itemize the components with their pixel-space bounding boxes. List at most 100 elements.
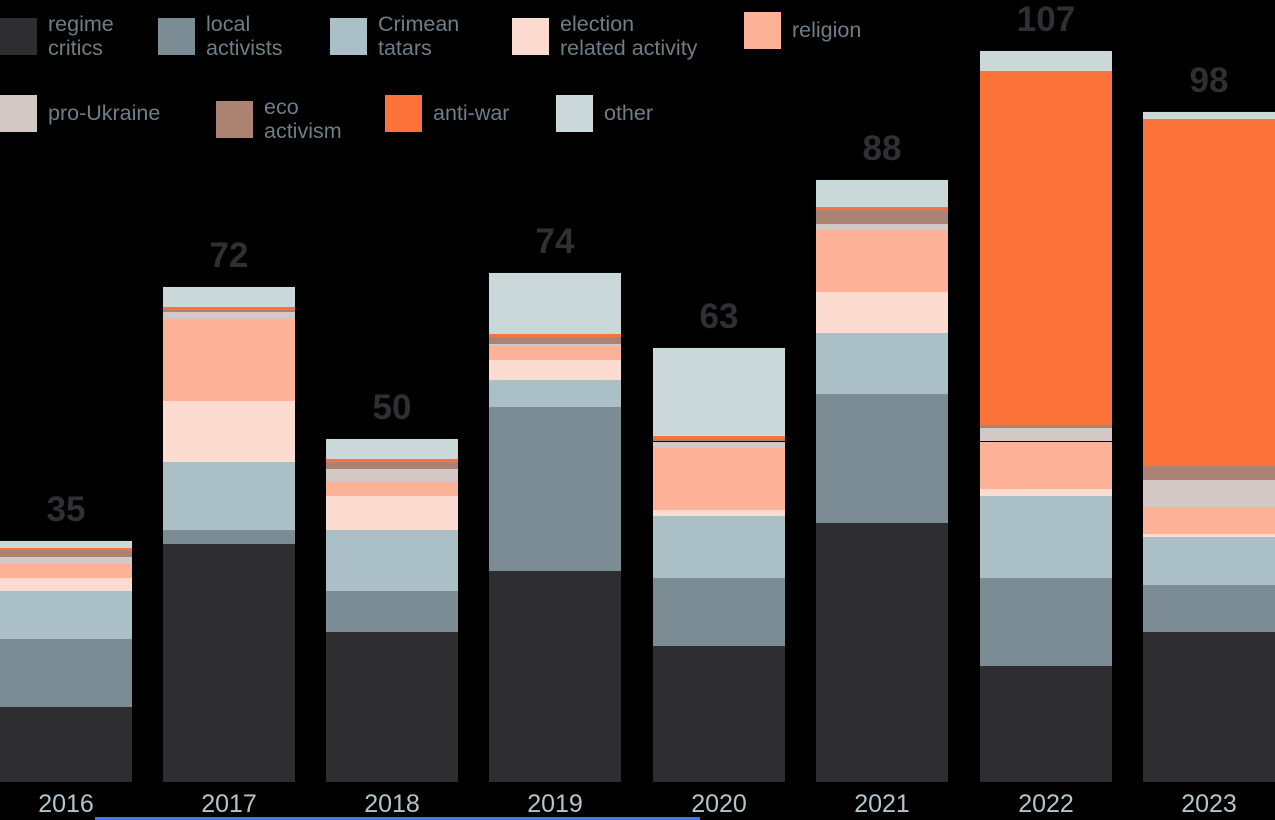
total-label-2022: 107 <box>1016 0 1076 39</box>
segment-2016-anti-war <box>0 547 132 551</box>
segment-2017-eco-activism <box>163 309 295 313</box>
legend-swatch-anti-war <box>385 95 422 132</box>
segment-2016-pro-ukraine <box>0 557 132 565</box>
segment-2016-eco-activism <box>0 550 132 558</box>
segment-2023-local-activists <box>1143 584 1275 633</box>
legend-item-pro-ukraine: pro-Ukraine <box>0 95 160 132</box>
bar-2022 <box>980 50 1112 782</box>
segment-2017-crimean-tatars <box>163 461 295 531</box>
bar-2017 <box>163 286 295 782</box>
legend-swatch-regime-critics <box>0 17 37 55</box>
segment-2022-crimean-tatars <box>980 495 1112 578</box>
legend-item-other: other <box>556 95 653 132</box>
total-label-2017: 72 <box>209 235 249 275</box>
segment-2023-election-related-activity <box>1143 534 1275 537</box>
year-label-2017: 2017 <box>201 790 257 818</box>
segment-2016-other <box>0 541 132 548</box>
legend-label-local-activists: local activists <box>206 12 283 61</box>
segment-2021-regime-critics <box>816 523 948 782</box>
legend-label-election-related-activity: election related activity <box>560 12 698 61</box>
segment-2020-pro-ukraine <box>653 441 785 449</box>
legend-label-anti-war: anti-war <box>433 101 510 126</box>
segment-2022-other <box>980 50 1112 72</box>
segment-2020-election-related-activity <box>653 509 785 517</box>
bar-2023 <box>1143 112 1275 782</box>
segment-2022-pro-ukraine <box>980 427 1112 442</box>
segment-2020-crimean-tatars <box>653 516 785 578</box>
bar-2019 <box>489 273 621 782</box>
legend-item-religion: religion <box>744 12 861 49</box>
bottom-blue-strip <box>95 817 700 820</box>
segment-2020-regime-critics <box>653 645 785 782</box>
legend-label-regime-critics: regime critics <box>48 12 114 61</box>
legend-item-crimean-tatars: Crimean tatars <box>330 12 459 60</box>
segment-2017-election-related-activity <box>163 400 295 462</box>
segment-2019-anti-war <box>489 334 621 337</box>
legend-swatch-religion <box>744 12 781 49</box>
segment-2017-local-activists <box>163 530 295 544</box>
legend-item-local-activists: local activists <box>158 12 282 60</box>
total-label-2021: 88 <box>862 129 902 169</box>
segment-2019-crimean-tatars <box>489 380 621 408</box>
segment-2019-eco-activism <box>489 336 621 344</box>
legend-label-pro-ukraine: pro-Ukraine <box>48 101 161 126</box>
legend-label-religion: religion <box>792 18 862 43</box>
segment-2019-pro-ukraine <box>489 343 621 347</box>
segment-2023-eco-activism <box>1143 466 1275 480</box>
legend-item-eco-activism: eco activism <box>216 95 342 143</box>
legend-swatch-local-activists <box>158 17 195 55</box>
legend-swatch-eco-activism <box>216 100 253 138</box>
segment-2016-local-activists <box>0 638 132 708</box>
legend-label-crimean-tatars: Crimean tatars <box>378 12 460 61</box>
year-label-2022: 2022 <box>1018 790 1074 818</box>
segment-2021-anti-war <box>816 207 948 210</box>
segment-2016-religion <box>0 564 132 578</box>
total-label-2019: 74 <box>535 222 575 262</box>
segment-2018-other <box>326 439 458 460</box>
legend-swatch-election-related-activity <box>512 17 549 55</box>
total-label-2023: 98 <box>1189 61 1229 101</box>
year-label-2018: 2018 <box>364 790 420 818</box>
legend-swatch-other <box>556 95 593 132</box>
segment-2017-religion <box>163 318 295 401</box>
segment-2023-regime-critics <box>1143 632 1275 782</box>
segment-2023-religion <box>1143 507 1275 535</box>
year-label-2023: 2023 <box>1181 790 1237 818</box>
year-label-2016: 2016 <box>38 790 94 818</box>
segment-2021-local-activists <box>816 393 948 524</box>
segment-2022-election-related-activity <box>980 489 1112 496</box>
segment-2017-regime-critics <box>163 543 295 782</box>
total-label-2016: 35 <box>46 490 86 530</box>
segment-2018-local-activists <box>326 591 458 633</box>
bar-2020 <box>653 347 785 782</box>
segment-2021-crimean-tatars <box>816 332 948 394</box>
year-label-2019: 2019 <box>527 790 583 818</box>
segment-2023-anti-war <box>1143 118 1275 467</box>
segment-2019-religion <box>489 346 621 360</box>
legend-swatch-crimean-tatars <box>330 17 367 55</box>
segment-2021-eco-activism <box>816 209 948 224</box>
segment-2021-religion <box>816 230 948 292</box>
segment-2020-anti-war <box>653 436 785 439</box>
segment-2022-regime-critics <box>980 666 1112 782</box>
segment-2017-other <box>163 286 295 308</box>
segment-2019-other <box>489 273 621 335</box>
segment-2016-crimean-tatars <box>0 591 132 639</box>
segment-2018-anti-war <box>326 459 458 462</box>
segment-2018-religion <box>326 482 458 496</box>
segment-2023-other <box>1143 112 1275 119</box>
segment-2021-other <box>816 180 948 208</box>
segment-2023-crimean-tatars <box>1143 536 1275 585</box>
segment-2020-eco-activism <box>653 438 785 442</box>
segment-2021-pro-ukraine <box>816 223 948 231</box>
total-label-2018: 50 <box>372 388 412 427</box>
segment-2016-regime-critics <box>0 707 132 782</box>
segment-2020-other <box>653 347 785 437</box>
segment-2020-religion <box>653 448 785 510</box>
segment-2019-regime-critics <box>489 570 621 782</box>
segment-2021-election-related-activity <box>816 291 948 333</box>
segment-2017-pro-ukraine <box>163 312 295 319</box>
segment-2018-pro-ukraine <box>326 468 458 483</box>
bar-2016 <box>0 541 132 782</box>
